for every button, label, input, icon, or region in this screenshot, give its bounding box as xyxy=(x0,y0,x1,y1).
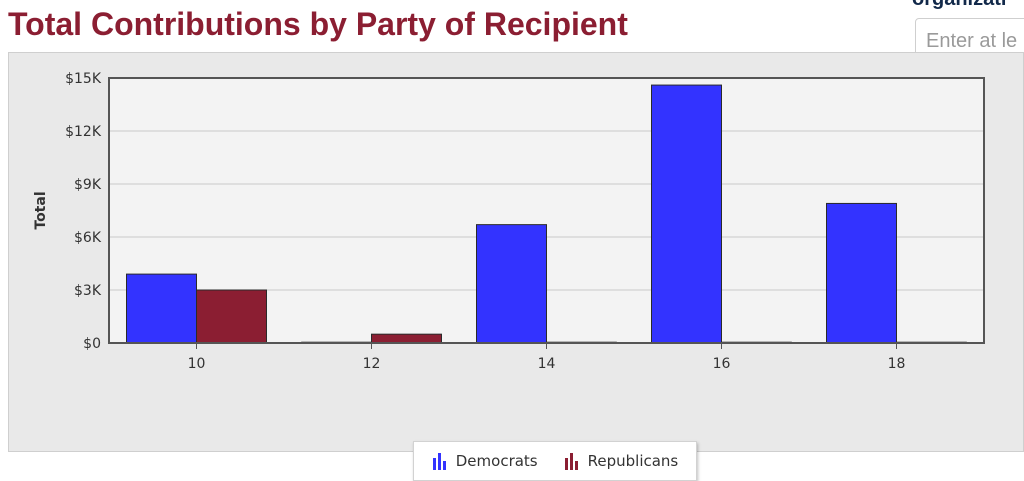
x-tick-label: 18 xyxy=(888,356,906,372)
bar-democrats-18[interactable] xyxy=(826,202,897,344)
y-axis-ticks: $0 $3K $6K $9K $12K $15K xyxy=(65,71,102,352)
y-tick-label: $3K xyxy=(74,283,102,299)
y-tick-label: $9K xyxy=(74,177,102,193)
y-tick-label: $0 xyxy=(83,336,101,352)
x-tick-label: 16 xyxy=(713,356,731,372)
x-tick-label: 14 xyxy=(538,356,556,372)
bar-chart-icon xyxy=(564,453,578,470)
x-axis-ticks: 10 12 14 16 18 xyxy=(188,343,906,372)
legend-label-democrats: Democrats xyxy=(455,452,538,470)
bars xyxy=(126,84,967,344)
y-tick-label: $15K xyxy=(65,71,102,87)
organization-search-label: organizati xyxy=(912,0,1006,11)
page-title: Total Contributions by Party of Recipien… xyxy=(8,6,628,42)
bar-republicans-12[interactable] xyxy=(371,333,442,344)
bar-democrats-14[interactable] xyxy=(476,224,547,344)
bar-democrats-16[interactable] xyxy=(651,84,722,344)
bar-republicans-10[interactable] xyxy=(196,289,267,344)
legend-item-democrats[interactable]: Democrats xyxy=(432,452,538,470)
legend-label-republicans: Republicans xyxy=(587,452,679,470)
y-tick-label: $12K xyxy=(65,124,102,140)
x-tick-label: 12 xyxy=(363,356,381,372)
x-tick-label: 10 xyxy=(188,356,206,372)
bar-democrats-10[interactable] xyxy=(126,273,197,344)
y-axis-title: Total xyxy=(33,191,49,229)
chart-panel: $0 $3K $6K $9K $12K $15K 10 12 14 16 18 Total Dem… xyxy=(8,52,1024,481)
y-tick-label: $6K xyxy=(74,230,102,246)
legend-item-republicans[interactable]: Republicans xyxy=(564,452,679,470)
chart-legend: Democrats Republicans xyxy=(413,441,697,481)
plot-frame xyxy=(108,77,985,344)
contributions-bar-chart: $0 $3K $6K $9K $12K $15K 10 12 14 16 18 Total xyxy=(33,71,985,372)
bar-chart-icon xyxy=(432,453,446,470)
